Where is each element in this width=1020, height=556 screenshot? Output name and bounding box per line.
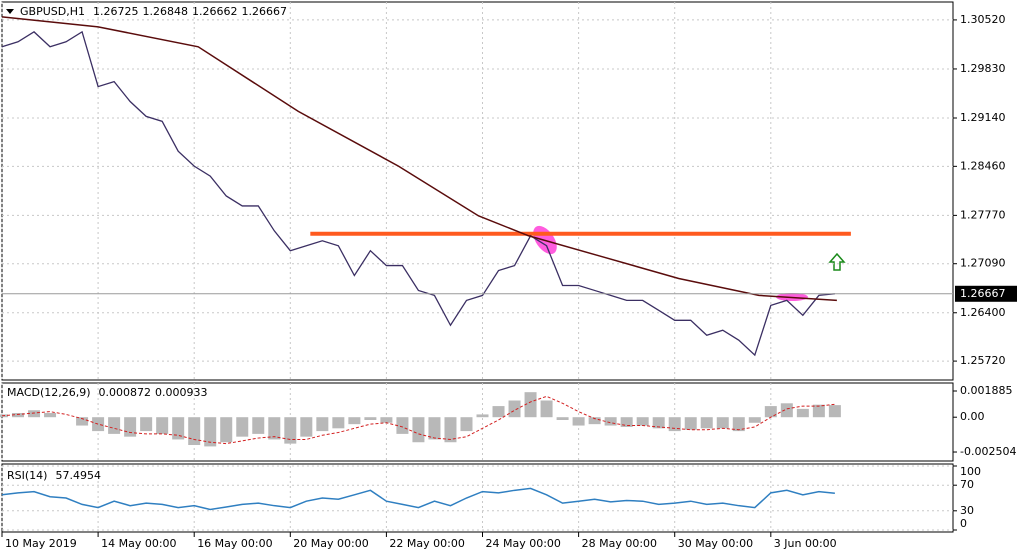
macd-bar [780, 403, 793, 418]
title-value: 57.4954 [55, 469, 101, 482]
current-price-box [955, 285, 1017, 302]
y-tick-label: 1.27090 [960, 257, 1006, 270]
current-price-label: 1.26667 [960, 287, 1006, 300]
x-tick-label: 3 Jun 00:00 [774, 537, 837, 550]
macd-bar [396, 417, 409, 434]
macd-bar [188, 417, 201, 446]
macd-bar [572, 417, 585, 426]
y-tick-label: 1.29830 [960, 62, 1006, 75]
series-line [1, 487, 835, 511]
title-text: GBPUSD,H1 [20, 5, 85, 18]
macd-bar [588, 417, 601, 425]
macd-bar [204, 417, 217, 447]
macd-bar [428, 417, 441, 440]
signal-line [1, 395, 835, 445]
macd-bar [476, 414, 489, 418]
macd-bar [652, 417, 665, 429]
macd-bar [156, 417, 169, 434]
y-tick-label: 0 [960, 517, 967, 530]
x-tick-label: 16 May 00:00 [197, 537, 272, 550]
macd-bar [732, 417, 745, 432]
macd-bar [828, 405, 841, 418]
y-tick-label: 100 [960, 465, 981, 478]
macd-bar [348, 417, 361, 425]
macd-bar [76, 417, 89, 426]
x-tick-label: 10 May 2019 [5, 537, 77, 550]
macd-bar [284, 417, 297, 444]
x-tick-label: 14 May 00:00 [101, 537, 176, 550]
title-value: 1.26662 [192, 5, 238, 18]
title-value: 1.26725 [93, 5, 139, 18]
macd-bar [172, 417, 185, 440]
y-tick-label: 1.28460 [960, 159, 1006, 172]
macd-bar [812, 404, 825, 418]
macd-bar [540, 400, 553, 418]
y-tick-label: 0.00 [960, 410, 985, 423]
macd-bar [556, 417, 569, 420]
buy-arrow [828, 252, 846, 271]
macd-bar [12, 413, 25, 418]
x-tick-label: 28 May 00:00 [582, 537, 657, 550]
y-tick-label: 1.26400 [960, 306, 1006, 319]
title-text: MACD(12,26,9) [7, 386, 91, 399]
macd-bar [444, 417, 457, 443]
macd-bar [380, 417, 393, 423]
main-panel [1, 1, 954, 381]
title-text: RSI(14) [7, 469, 47, 482]
macd-bar [44, 413, 57, 418]
macd-bar [252, 417, 265, 434]
collapse-icon[interactable] [6, 9, 14, 14]
macd-bar [700, 417, 713, 429]
macd-bar [764, 406, 777, 418]
x-tick-label: 22 May 00:00 [389, 537, 464, 550]
y-tick-label: -0.002504 [960, 445, 1016, 458]
macd-bar [220, 417, 233, 443]
title-value: 1.26667 [241, 5, 287, 18]
macd-bar [508, 400, 521, 418]
macd-bar [300, 417, 313, 437]
y-tick-label: 1.29140 [960, 111, 1006, 124]
title-value: 0.000872 [99, 386, 152, 399]
macd-bar [28, 410, 41, 418]
x-tick-label: 30 May 00:00 [678, 537, 753, 550]
macd-bar [620, 417, 633, 427]
macd-bar [364, 417, 377, 420]
macd-bar [684, 417, 697, 430]
panel-title: MACD(12,26,9) 0.000872 0.000933 [7, 386, 208, 399]
x-tick-label: 20 May 00:00 [293, 537, 368, 550]
series-line [1, 30, 835, 357]
macd-bar [332, 417, 345, 429]
macd-bar [236, 417, 249, 437]
macd-bar [636, 417, 649, 426]
macd-bar [668, 417, 681, 432]
panel-title: GBPUSD,H1 1.26725 1.26848 1.26662 1.26667 [20, 5, 287, 18]
macd-bar [524, 392, 537, 418]
macd-bar [604, 417, 617, 426]
macd-bar [716, 417, 729, 429]
y-tick-label: 1.27770 [960, 208, 1006, 221]
series-line [1, 16, 837, 302]
y-tick-label: 70 [960, 478, 974, 491]
y-tick-label: 0.001885 [960, 384, 1013, 397]
macd-bar [124, 417, 137, 437]
macd-bar [108, 417, 121, 434]
y-tick-label: 1.25720 [960, 354, 1006, 367]
macd-bar [492, 406, 505, 418]
macd-bar [748, 417, 761, 423]
y-tick-label: 30 [960, 504, 974, 517]
title-value: 0.000933 [155, 386, 208, 399]
title-value: 1.26848 [142, 5, 188, 18]
x-tick-label: 24 May 00:00 [486, 537, 561, 550]
macd-bar [268, 417, 281, 440]
macd-bar [796, 408, 809, 418]
macd-bar [316, 417, 329, 432]
y-tick-label: 1.30520 [960, 13, 1006, 26]
macd-bar [460, 417, 473, 432]
macd-bar [412, 417, 425, 443]
panel-title: RSI(14) 57.4954 [7, 469, 101, 482]
macd-panel [1, 382, 954, 462]
macd-bar [140, 417, 153, 432]
